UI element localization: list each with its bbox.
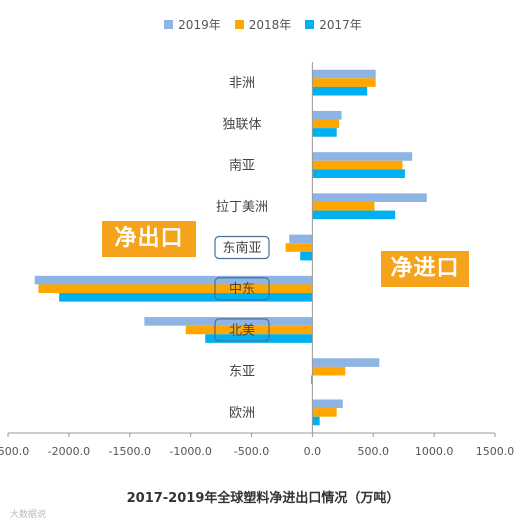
legend-swatch-2017 xyxy=(305,20,315,29)
category-label-拉丁美洲: 拉丁美洲 xyxy=(216,200,268,215)
chart-title: 2017-2019年全球塑料净进出口情况（万吨） xyxy=(126,491,400,506)
legend-label-2018: 2018年 xyxy=(248,18,292,32)
bar-2019年-拉丁美洲 xyxy=(312,193,427,202)
x-tick-label--500: -500.0 xyxy=(234,445,269,458)
category-highlight-中东 xyxy=(214,277,270,301)
bar-2017年-东南亚 xyxy=(300,251,313,261)
bar-2017年-非洲 xyxy=(312,86,368,96)
x-tick-label-500: 500.0 xyxy=(358,445,390,458)
category-highlight-北美 xyxy=(214,318,270,342)
category-highlight-东南亚 xyxy=(214,235,270,260)
bar-2017年-欧洲 xyxy=(312,416,320,426)
bar-2018年-独联体 xyxy=(312,119,340,129)
bar-2017年-中东 xyxy=(59,293,313,302)
bar-2019年-欧洲 xyxy=(312,399,343,409)
bar-2019年-非洲 xyxy=(312,69,376,79)
net-import-callout: 净进口 xyxy=(381,251,469,287)
bar-2019年-中东 xyxy=(34,275,313,285)
x-tick-label--1500: -1500.0 xyxy=(109,445,151,458)
x-tick-label--2000: -2000.0 xyxy=(48,445,90,458)
watermark: 大数据说 xyxy=(10,510,47,520)
category-label-东亚: 东亚 xyxy=(229,365,255,380)
bar-2018年-中东 xyxy=(38,284,313,294)
bar-2017年-拉丁美洲 xyxy=(312,210,396,220)
legend-label-2019: 2019年 xyxy=(178,18,221,32)
bar-2017年-独联体 xyxy=(312,128,337,137)
legend-label-2017: 2017年 xyxy=(319,18,362,32)
x-tick-label-1000: 1000.0 xyxy=(415,445,454,458)
legend-swatch-2018 xyxy=(234,20,244,29)
category-label-东南亚: 东南亚 xyxy=(222,240,261,256)
bar-2017年-北美 xyxy=(205,334,313,343)
category-label-欧洲: 欧洲 xyxy=(229,406,255,421)
legend: 2019年 2018年 2017年 xyxy=(0,16,526,33)
bar-2019年-东亚 xyxy=(312,358,380,367)
bar-2018年-非洲 xyxy=(312,78,376,87)
bar-2018年-北美 xyxy=(185,325,313,335)
legend-swatch-2019 xyxy=(164,20,174,29)
legend-item-2017: 2017年 xyxy=(305,16,362,33)
category-label-北美: 北美 xyxy=(229,323,255,338)
bar-2017年-南亚 xyxy=(312,169,405,178)
category-label-非洲: 非洲 xyxy=(229,76,255,91)
category-label-南亚: 南亚 xyxy=(229,158,255,174)
bar-2018年-东亚 xyxy=(312,366,346,376)
bar-2019年-南亚 xyxy=(312,152,413,161)
category-label-中东: 中东 xyxy=(229,282,255,297)
x-tick-label--2500: -2500.0 xyxy=(0,445,29,458)
bar-2019年-东南亚 xyxy=(289,234,313,244)
bar-2018年-南亚 xyxy=(312,160,403,170)
bar-2019年-独联体 xyxy=(312,110,342,120)
bar-2018年-欧洲 xyxy=(312,408,337,417)
x-tick-label-0: 0.0 xyxy=(304,445,322,458)
bar-2018年-拉丁美洲 xyxy=(312,201,375,211)
bar-2018年-东南亚 xyxy=(285,243,313,252)
bar-2017年-东亚 xyxy=(311,375,313,385)
bar-2019年-北美 xyxy=(144,317,313,326)
x-tick-label-1500: 1500.0 xyxy=(476,445,515,458)
net-export-callout: 净出口 xyxy=(102,221,196,257)
category-label-独联体: 独联体 xyxy=(222,117,261,132)
legend-item-2019: 2019年 xyxy=(164,16,221,33)
x-tick-label--1000: -1000.0 xyxy=(169,445,211,458)
legend-item-2018: 2018年 xyxy=(234,16,292,33)
